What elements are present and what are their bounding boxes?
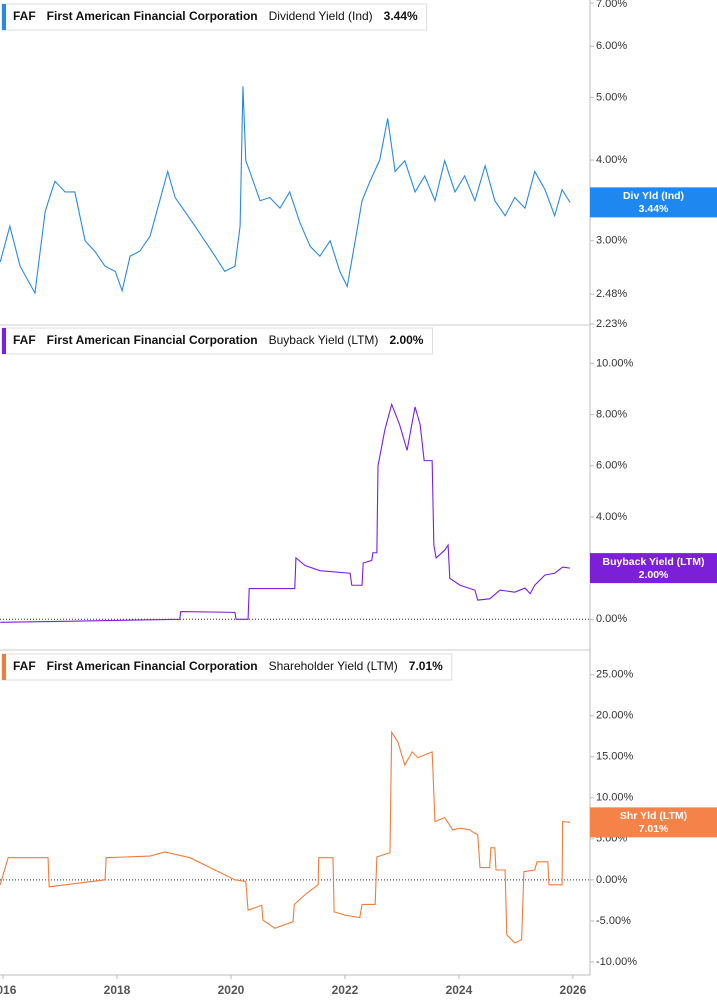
badge-label: Div Yld (Ind) xyxy=(623,190,684,202)
y-tick-label: 15.00% xyxy=(596,751,634,763)
legend-ticker: FAF xyxy=(13,9,36,23)
legend-box xyxy=(1,3,428,31)
y-tick-label: 4.00% xyxy=(596,511,627,523)
y-tick-label: 7.00% xyxy=(596,0,627,10)
legend-company: First American Financial Corporation xyxy=(47,659,258,673)
legend-swatch xyxy=(2,4,6,30)
x-tick-label: 2016 xyxy=(0,983,17,997)
y-tick-label: 6.00% xyxy=(596,40,627,52)
legend-series: Dividend Yield (Ind) xyxy=(269,9,373,23)
legend-company: First American Financial Corporation xyxy=(47,333,258,347)
y-tick-label: 5.00% xyxy=(596,91,627,103)
y-tick-label: 10.00% xyxy=(596,357,634,369)
series-line xyxy=(0,402,571,623)
legend-company: First American Financial Corporation xyxy=(47,9,258,23)
x-tick-label: 2024 xyxy=(446,983,473,997)
y-tick-label: 6.00% xyxy=(596,460,627,472)
y-tick-label: -10.00% xyxy=(596,956,637,968)
legend-swatch xyxy=(2,328,6,354)
legend-ticker: FAF xyxy=(13,659,36,673)
x-tick-label: 2018 xyxy=(104,983,131,997)
value-badge xyxy=(590,807,717,838)
y-tick-label: 20.00% xyxy=(596,710,634,722)
legend-box xyxy=(1,327,433,355)
legend-value: 7.01% xyxy=(409,659,443,673)
x-tick-label: 2026 xyxy=(560,983,587,997)
series-line xyxy=(0,730,571,944)
y-tick-label: 3.00% xyxy=(596,235,627,247)
badge-value: 2.00% xyxy=(639,569,669,581)
y-tick-label: 2.48% xyxy=(596,288,627,300)
y-tick-label: -5.00% xyxy=(596,915,631,927)
y-tick-label: 0.00% xyxy=(596,874,627,886)
badge-label: Shr Yld (LTM) xyxy=(620,810,687,822)
legend-swatch xyxy=(2,654,6,680)
y-tick-label: 8.00% xyxy=(596,408,627,420)
legend-series: Buyback Yield (LTM) xyxy=(269,333,379,347)
series-line xyxy=(0,86,571,295)
x-tick-label: 2022 xyxy=(332,983,359,997)
value-badge xyxy=(590,187,717,218)
legend-series: Shareholder Yield (LTM) xyxy=(269,659,398,673)
badge-value: 7.01% xyxy=(639,823,669,835)
y-tick-label: 2.23% xyxy=(596,318,627,330)
legend-value: 3.44% xyxy=(384,9,418,23)
y-tick-label: 10.00% xyxy=(596,792,634,804)
badge-label: Buyback Yield (LTM) xyxy=(603,556,705,568)
y-tick-label: 25.00% xyxy=(596,669,634,681)
legend-box xyxy=(1,653,453,681)
legend-value: 2.00% xyxy=(389,333,423,347)
x-tick-label: 2020 xyxy=(218,983,245,997)
badge-value: 3.44% xyxy=(639,203,669,215)
y-tick-label: 4.00% xyxy=(596,154,627,166)
y-tick-label: 0.00% xyxy=(596,613,627,625)
legend-ticker: FAF xyxy=(13,333,36,347)
value-badge xyxy=(590,553,717,584)
